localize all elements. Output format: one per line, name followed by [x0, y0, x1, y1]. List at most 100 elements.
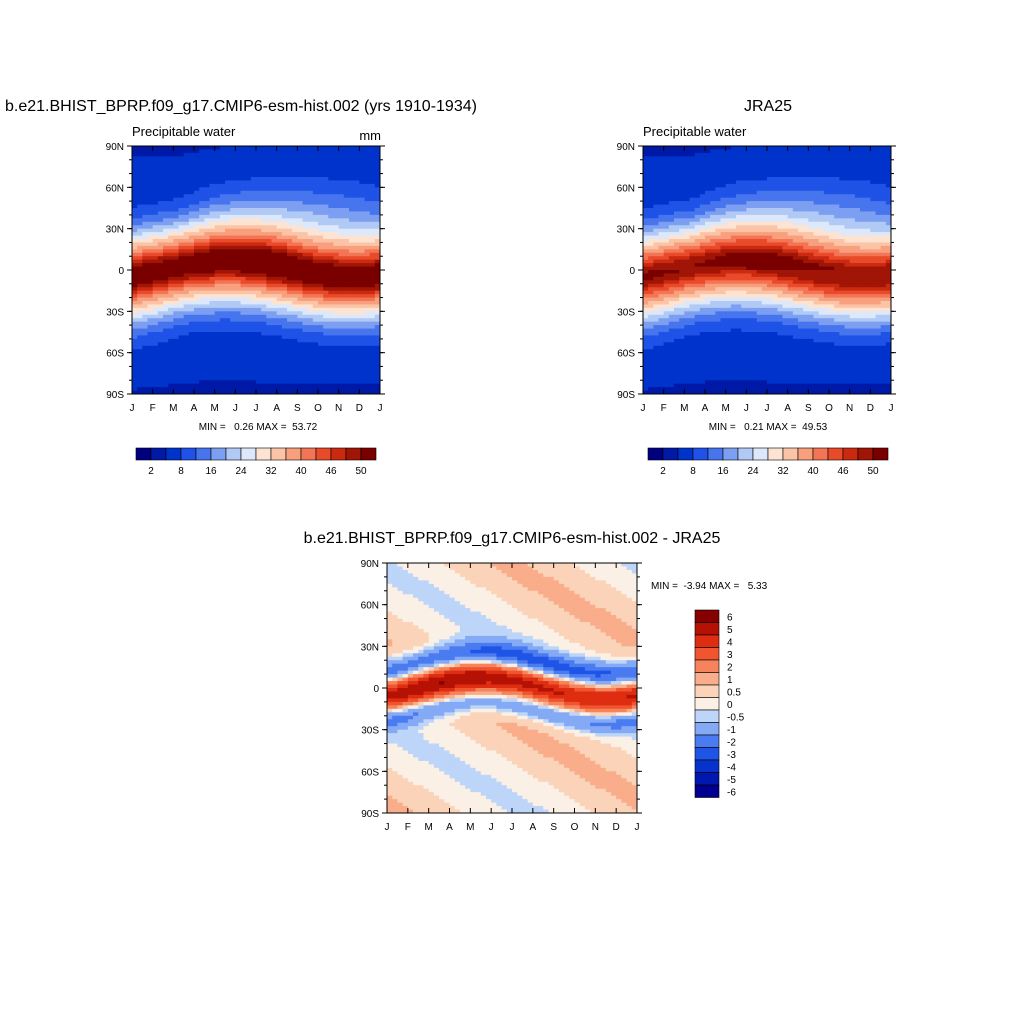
heatmap-cell: [276, 232, 283, 237]
heatmap-cell: [250, 328, 257, 333]
heatmap-cell: [767, 190, 773, 195]
heatmap-cell: [173, 239, 179, 243]
heatmap-cell: [225, 259, 231, 264]
heatmap-cell: [132, 256, 138, 261]
heatmap-cell: [684, 235, 690, 240]
heatmap-cell: [312, 149, 319, 154]
heatmap-cell: [710, 166, 716, 171]
heatmap-cell: [679, 239, 685, 243]
heatmap-cell: [245, 338, 252, 343]
heatmap-cell: [725, 190, 732, 195]
heatmap-cell: [137, 166, 143, 171]
heatmap-cell: [173, 201, 179, 206]
heatmap-cell: [318, 366, 324, 371]
heatmap-cell: [333, 180, 340, 185]
heatmap-cell: [157, 146, 164, 150]
heatmap-cell: [751, 235, 758, 240]
heatmap-cell: [245, 239, 252, 243]
heatmap-cell: [761, 173, 768, 178]
heatmap-cell: [318, 338, 324, 343]
heatmap-cell: [312, 183, 319, 188]
heatmap-cell: [751, 225, 758, 230]
heatmap-cell: [183, 166, 190, 171]
heatmap-cell: [354, 349, 360, 354]
heatmap-cell: [343, 256, 350, 261]
heatmap-cell: [281, 180, 288, 185]
heatmap-cell: [318, 245, 324, 250]
heatmap-cell: [318, 380, 324, 385]
heatmap-cell: [374, 356, 381, 361]
heatmap-cell: [276, 373, 283, 378]
heatmap-cell: [312, 221, 319, 226]
heatmap-cell: [653, 166, 659, 171]
heatmap-cell: [767, 242, 773, 247]
heatmap-cell: [338, 259, 345, 264]
heatmap-cell: [720, 190, 727, 195]
heatmap-cell: [725, 239, 732, 243]
heatmap-cell: [183, 356, 190, 361]
heatmap-cell: [168, 146, 174, 150]
heatmap-cell: [214, 249, 221, 254]
heatmap-cell: [183, 276, 190, 281]
x-tick-label: J: [233, 403, 238, 414]
heatmap-cell: [359, 208, 365, 212]
heatmap-cell: [333, 187, 340, 192]
heatmap-cell: [276, 166, 283, 171]
heatmap-cell: [152, 311, 159, 316]
heatmap-cell: [214, 228, 221, 233]
heatmap-cell: [354, 256, 360, 261]
heatmap-cell: [245, 356, 252, 361]
heatmap-cell: [343, 156, 350, 161]
heatmap-cell: [173, 345, 179, 350]
heatmap-cell: [281, 187, 288, 192]
heatmap-cell: [245, 342, 252, 347]
heatmap-cell: [349, 276, 355, 281]
heatmap-cell: [188, 218, 195, 223]
heatmap-cell: [364, 256, 371, 261]
heatmap-cell: [364, 276, 371, 281]
heatmap-cell: [276, 245, 283, 250]
heatmap-cell: [219, 270, 226, 274]
heatmap-cell: [312, 287, 319, 292]
heatmap-cell: [792, 173, 799, 178]
heatmap-cell: [364, 318, 371, 323]
heatmap-cell: [834, 208, 840, 212]
heatmap-cell: [276, 149, 283, 154]
heatmap-cell: [132, 318, 138, 323]
heatmap-cell: [823, 177, 830, 181]
heatmap-cell: [209, 249, 216, 254]
heatmap-cell: [266, 345, 272, 350]
heatmap-cell: [188, 328, 195, 333]
heatmap-cell: [281, 359, 288, 364]
heatmap-cell: [266, 159, 272, 164]
heatmap-cell: [163, 335, 169, 340]
heatmap-cell: [648, 239, 654, 243]
heatmap-cell: [132, 266, 138, 271]
heatmap-cell: [374, 249, 381, 254]
heatmap-cell: [761, 183, 768, 188]
heatmap-cell: [679, 211, 685, 216]
heatmap-cell: [276, 204, 283, 209]
heatmap-cell: [276, 180, 283, 185]
heatmap-cell: [782, 201, 789, 206]
heatmap-cell: [225, 301, 231, 305]
heatmap-cell: [147, 369, 154, 374]
heatmap-cell: [219, 149, 226, 154]
heatmap-cell: [235, 180, 241, 185]
heatmap-cell: [178, 146, 185, 150]
heatmap-cell: [168, 359, 174, 364]
heatmap-cell: [307, 304, 314, 309]
heatmap-cell: [178, 290, 185, 295]
heatmap-cell: [870, 225, 876, 230]
heatmap-cell: [349, 270, 355, 274]
heatmap-cell: [885, 228, 892, 233]
heatmap-cell: [245, 163, 252, 168]
heatmap-cell: [142, 349, 148, 354]
heatmap-cell: [292, 387, 298, 392]
heatmap-cell: [803, 149, 809, 154]
heatmap-cell: [194, 239, 200, 243]
heatmap-cell: [679, 190, 685, 195]
heatmap-cell: [250, 197, 257, 202]
heatmap-cell: [256, 190, 262, 195]
heatmap-cell: [710, 183, 716, 188]
